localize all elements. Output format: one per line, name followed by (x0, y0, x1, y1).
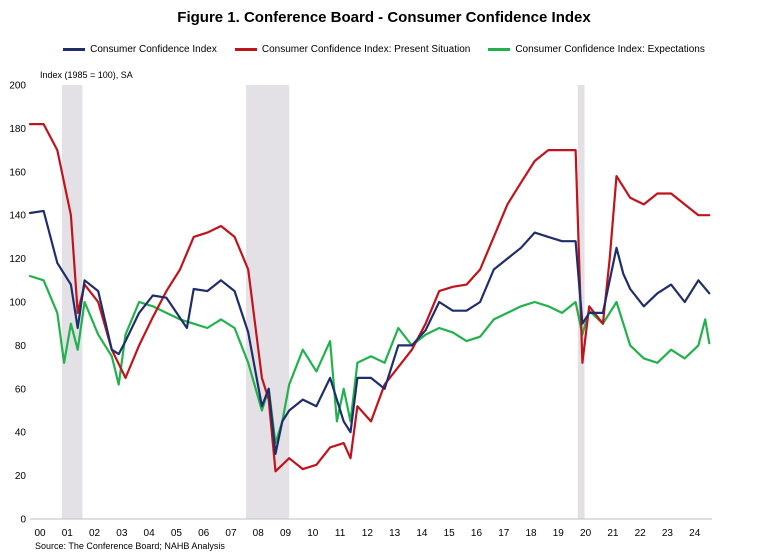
legend-swatch-cci (63, 48, 86, 51)
y-tick-label: 0 (20, 515, 26, 526)
series-line (28, 122, 711, 473)
x-tick-label: 21 (607, 528, 619, 539)
x-tick-label: 23 (662, 528, 674, 539)
x-tick-label: 02 (89, 528, 101, 539)
chart-title: Figure 1. Conference Board - Consumer Co… (177, 9, 591, 26)
x-tick-label: 03 (116, 528, 128, 539)
x-tick-label: 19 (553, 528, 565, 539)
x-tick-label: 20 (580, 528, 592, 539)
y-tick-label: 40 (15, 428, 27, 439)
legend-swatch-present-situation (234, 48, 257, 51)
legend-item-expectations: Consumer Confidence Index: Expectations (488, 44, 705, 55)
y-tick-label: 120 (9, 254, 26, 265)
x-tick-label: 00 (34, 528, 46, 539)
x-tick-label: 06 (198, 528, 210, 539)
legend-swatch-expectations (488, 48, 511, 51)
y-tick-label: 200 (9, 81, 26, 92)
series-line (28, 209, 711, 455)
x-tick-label: 09 (280, 528, 292, 539)
source-note: Source: The Conference Board; NAHB Analy… (35, 541, 225, 551)
x-tick-label: 01 (62, 528, 74, 539)
x-tick-label: 12 (362, 528, 374, 539)
y-tick-label: 60 (15, 384, 27, 395)
legend-label-expectations: Consumer Confidence Index: Expectations (515, 44, 705, 55)
legend-label-cci: Consumer Confidence Index (90, 44, 217, 55)
y-tick-label: 80 (15, 341, 27, 352)
x-tick-label: 15 (444, 528, 456, 539)
x-tick-label: 14 (416, 528, 428, 539)
x-tick-label: 11 (335, 528, 346, 539)
legend-label-present-situation: Consumer Confidence Index: Present Situa… (261, 44, 471, 55)
x-tick-label: 07 (225, 528, 237, 539)
x-tick-label: 10 (307, 528, 319, 539)
x-tick-label: 13 (389, 528, 401, 539)
y-tick-label: 20 (15, 471, 27, 482)
x-tick-label: 22 (635, 528, 647, 539)
x-tick-label: 04 (144, 528, 156, 539)
x-tick-label: 24 (689, 528, 701, 539)
legend-item-cci: Consumer Confidence Index (63, 44, 217, 55)
x-tick-label: 08 (253, 528, 265, 539)
series-line (28, 274, 711, 445)
chart-legend: Consumer Confidence Index Consumer Confi… (0, 44, 768, 55)
y-tick-label: 140 (9, 211, 26, 222)
y-tick-label: 100 (9, 298, 26, 309)
x-tick-label: 18 (525, 528, 537, 539)
x-tick-label: 16 (471, 528, 483, 539)
legend-item-present-situation: Consumer Confidence Index: Present Situa… (234, 44, 471, 55)
y-tick-label: 160 (9, 167, 26, 178)
x-tick-label: 05 (171, 528, 183, 539)
x-tick-label: 17 (498, 528, 510, 539)
y-tick-label: 180 (9, 124, 26, 135)
y-axis-unit-label: Index (1985 = 100), SA (40, 70, 133, 80)
